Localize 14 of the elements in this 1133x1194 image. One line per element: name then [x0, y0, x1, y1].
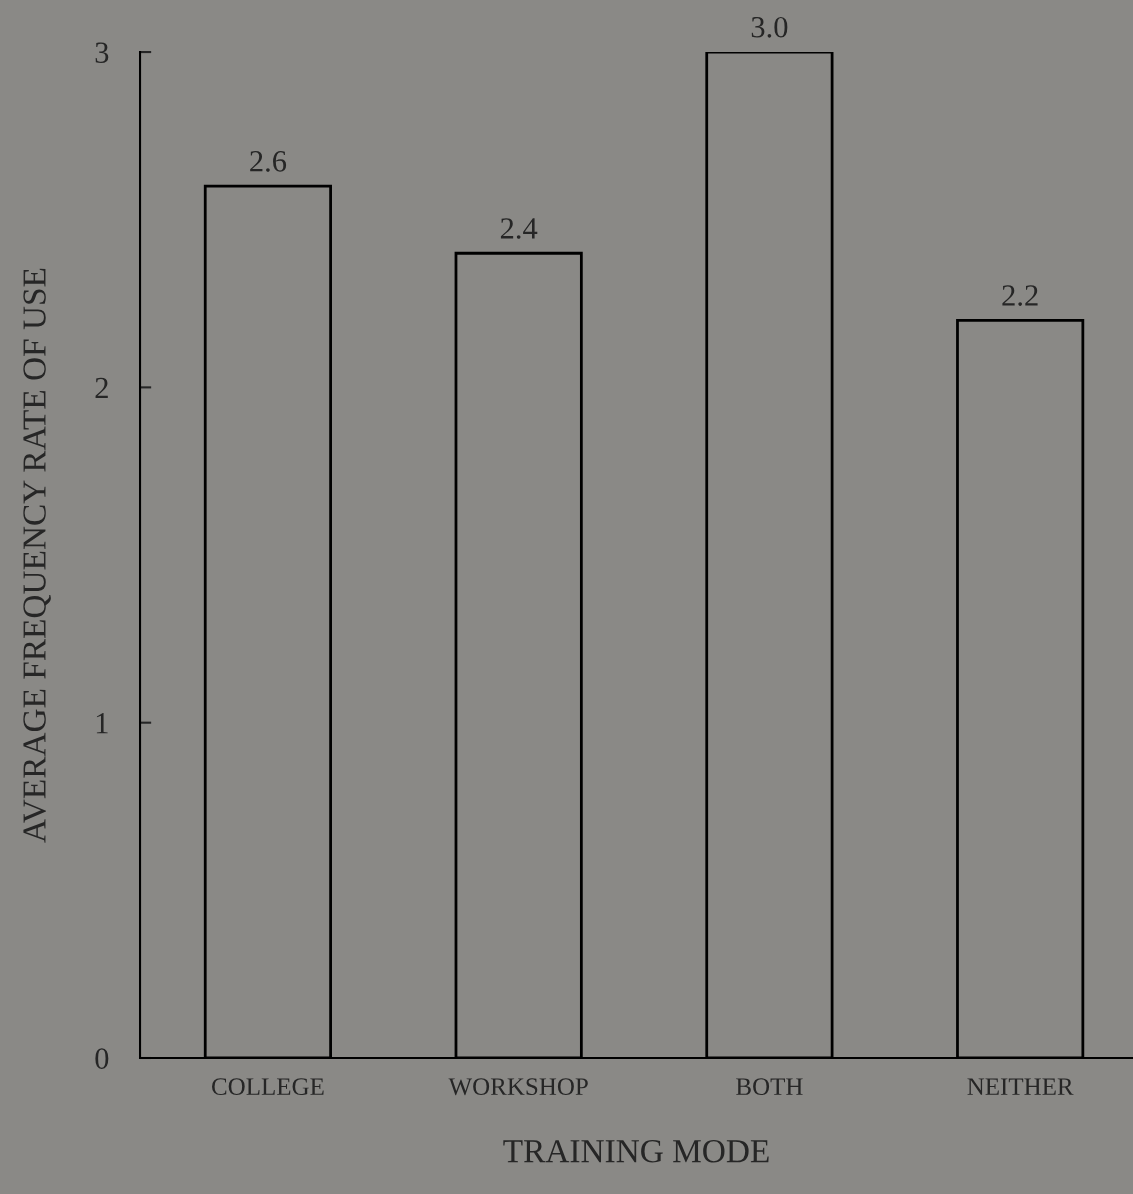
data-label: 3.0	[751, 16, 788, 38]
data-label: 2.6	[250, 151, 287, 172]
x-axis-title: TRAINING MODE	[503, 1140, 769, 1163]
x-tick-label: BOTH	[736, 1078, 803, 1096]
data-label: 2.2	[1002, 285, 1038, 306]
x-tick-label: NEITHER	[967, 1078, 1074, 1095]
y-tick-label: 1	[96, 713, 108, 734]
y-tick-label: 3	[95, 42, 109, 63]
x-tick-label: COLLEGE	[212, 1078, 324, 1096]
y-tick-label: 0	[95, 1048, 109, 1069]
y-axis-title: AVERAGE FREQUENCY RATE OF USE	[23, 268, 51, 843]
y-tick-label: 2	[95, 377, 108, 398]
data-label: 2.4	[500, 218, 538, 239]
x-tick-label: WORKSHOP	[448, 1078, 588, 1096]
